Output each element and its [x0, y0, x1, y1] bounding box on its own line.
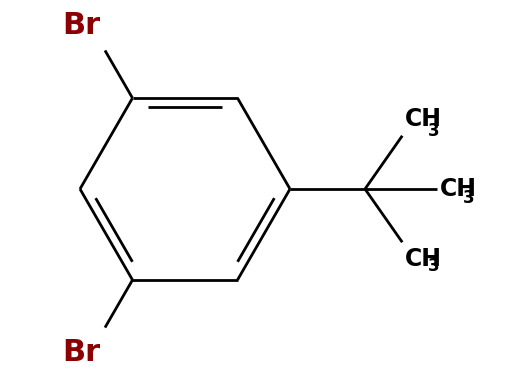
Text: Br: Br: [62, 338, 100, 366]
Text: CH: CH: [406, 107, 442, 131]
Text: 3: 3: [428, 122, 440, 140]
Text: CH: CH: [439, 177, 477, 201]
Text: 3: 3: [462, 189, 474, 207]
Text: 3: 3: [428, 257, 440, 275]
Text: CH: CH: [406, 247, 442, 271]
Text: Br: Br: [62, 11, 100, 40]
